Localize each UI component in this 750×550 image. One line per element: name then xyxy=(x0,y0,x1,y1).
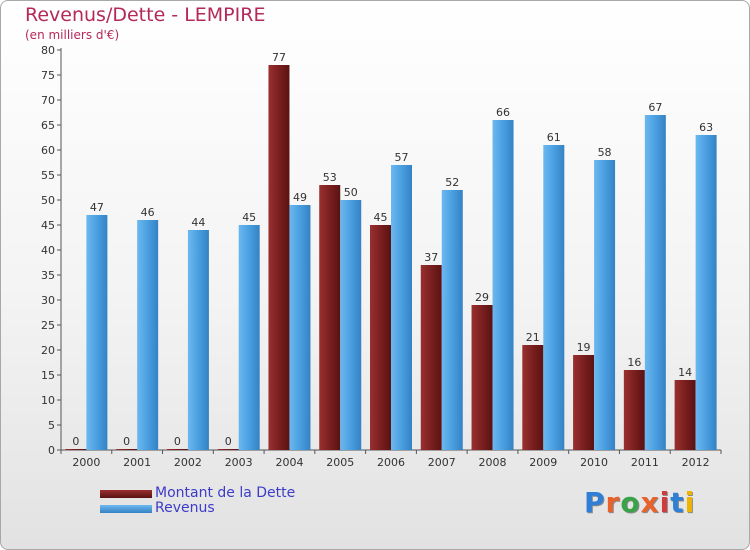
legend-label-debt: Montant de la Dette xyxy=(155,485,296,501)
proxiti-logo: Proxiti xyxy=(584,486,695,519)
data-label-dette-2006: 45 xyxy=(374,211,388,224)
bar-revenus-2002 xyxy=(187,230,209,450)
x-tick-label: 2008 xyxy=(479,456,507,469)
data-label-dette-2002: 0 xyxy=(174,435,181,448)
data-label-revenus-2004: 49 xyxy=(293,191,307,204)
data-label-dette-2012: 14 xyxy=(678,366,692,379)
y-tick-label: 45 xyxy=(41,219,55,232)
data-label-dette-2003: 0 xyxy=(225,435,232,448)
logo-letter: o xyxy=(620,486,641,519)
x-tick-label: 2006 xyxy=(377,456,405,469)
bar-revenus-2012 xyxy=(695,135,717,450)
x-tick-label: 2002 xyxy=(174,456,202,469)
logo-letter: P xyxy=(584,486,606,519)
bar-dette-2001 xyxy=(116,449,138,450)
data-label-revenus-2001: 46 xyxy=(141,206,155,219)
logo-letter: x xyxy=(640,486,660,519)
logo-letter: r xyxy=(605,486,621,519)
x-tick-label: 2000 xyxy=(72,456,100,469)
y-tick-label: 60 xyxy=(41,144,55,157)
bar-revenus-2000 xyxy=(86,215,108,450)
y-tick-label: 0 xyxy=(48,444,55,457)
data-label-revenus-2003: 45 xyxy=(242,211,256,224)
data-label-revenus-2008: 66 xyxy=(496,106,510,119)
data-label-revenus-2009: 61 xyxy=(547,131,561,144)
bar-revenus-2006 xyxy=(391,165,412,450)
bar-dette-2009 xyxy=(522,345,544,450)
bar-dette-2004 xyxy=(268,65,290,450)
data-label-dette-2000: 0 xyxy=(72,435,79,448)
legend-swatch-revenus xyxy=(100,505,152,513)
bar-dette-2006 xyxy=(370,225,391,450)
bar-dette-2002 xyxy=(166,449,188,450)
data-label-dette-2001: 0 xyxy=(123,435,130,448)
x-tick-label: 2012 xyxy=(682,456,710,469)
data-label-revenus-2006: 57 xyxy=(395,151,409,164)
bar-revenus-2003 xyxy=(238,225,260,450)
bar-revenus-2008 xyxy=(492,120,514,450)
data-label-revenus-2002: 44 xyxy=(191,216,205,229)
bar-revenus-2005 xyxy=(340,200,362,450)
data-label-revenus-2005: 50 xyxy=(344,186,358,199)
data-label-revenus-2011: 67 xyxy=(648,101,662,114)
bar-dette-2000 xyxy=(65,449,87,450)
x-tick-label: 2005 xyxy=(326,456,354,469)
y-tick-label: 50 xyxy=(41,194,55,207)
legend-label-revenus: Revenus xyxy=(155,500,215,516)
y-tick-label: 80 xyxy=(41,44,55,57)
data-label-dette-2009: 21 xyxy=(526,331,540,344)
bar-dette-2003 xyxy=(217,449,239,450)
data-label-revenus-2007: 52 xyxy=(445,176,459,189)
y-tick-label: 15 xyxy=(41,369,55,382)
y-tick-label: 5 xyxy=(48,419,55,432)
y-tick-label: 55 xyxy=(41,169,55,182)
logo-letter: i xyxy=(659,486,671,519)
bar-dette-2012 xyxy=(674,380,696,450)
y-tick-label: 75 xyxy=(41,69,55,82)
chart-subtitle: (en milliers d'€) xyxy=(25,28,120,42)
bar-revenus-2001 xyxy=(137,220,159,450)
data-label-revenus-2010: 58 xyxy=(598,146,612,159)
data-label-revenus-2012: 63 xyxy=(699,121,713,134)
bar-dette-2008 xyxy=(471,305,493,450)
legend-swatch-debt xyxy=(100,490,152,498)
x-tick-label: 2004 xyxy=(275,456,303,469)
y-tick-label: 40 xyxy=(41,244,55,257)
x-tick-label: 2001 xyxy=(123,456,151,469)
bar-dette-2011 xyxy=(623,370,645,450)
bar-revenus-2009 xyxy=(543,145,565,450)
y-tick-label: 35 xyxy=(41,269,55,282)
bar-dette-2010 xyxy=(573,355,595,450)
bar-revenus-2004 xyxy=(289,205,311,450)
data-label-dette-2011: 16 xyxy=(627,356,641,369)
x-tick-label: 2003 xyxy=(225,456,253,469)
x-tick-label: 2009 xyxy=(529,456,557,469)
chart-title: Revenus/Dette - LEMPIRE xyxy=(25,4,266,26)
data-label-dette-2005: 53 xyxy=(323,171,337,184)
data-label-dette-2008: 29 xyxy=(475,291,489,304)
bar-revenus-2007 xyxy=(441,190,463,450)
y-tick-label: 10 xyxy=(41,394,55,407)
data-label-revenus-2000: 47 xyxy=(90,201,104,214)
bar-dette-2007 xyxy=(420,265,442,450)
bar-revenus-2010 xyxy=(594,160,616,450)
bar-dette-2005 xyxy=(319,185,341,450)
x-tick-label: 2011 xyxy=(631,456,659,469)
data-label-dette-2004: 77 xyxy=(272,51,286,64)
y-tick-label: 65 xyxy=(41,119,55,132)
bar-revenus-2011 xyxy=(644,115,666,450)
logo-letter: i xyxy=(684,486,696,519)
y-tick-label: 30 xyxy=(41,294,55,307)
y-tick-label: 25 xyxy=(41,319,55,332)
data-label-dette-2010: 19 xyxy=(577,341,591,354)
data-label-dette-2007: 37 xyxy=(424,251,438,264)
x-tick-label: 2010 xyxy=(580,456,608,469)
y-tick-label: 20 xyxy=(41,344,55,357)
y-tick-label: 70 xyxy=(41,94,55,107)
x-tick-label: 2007 xyxy=(428,456,456,469)
logo-letter: t xyxy=(670,486,685,519)
